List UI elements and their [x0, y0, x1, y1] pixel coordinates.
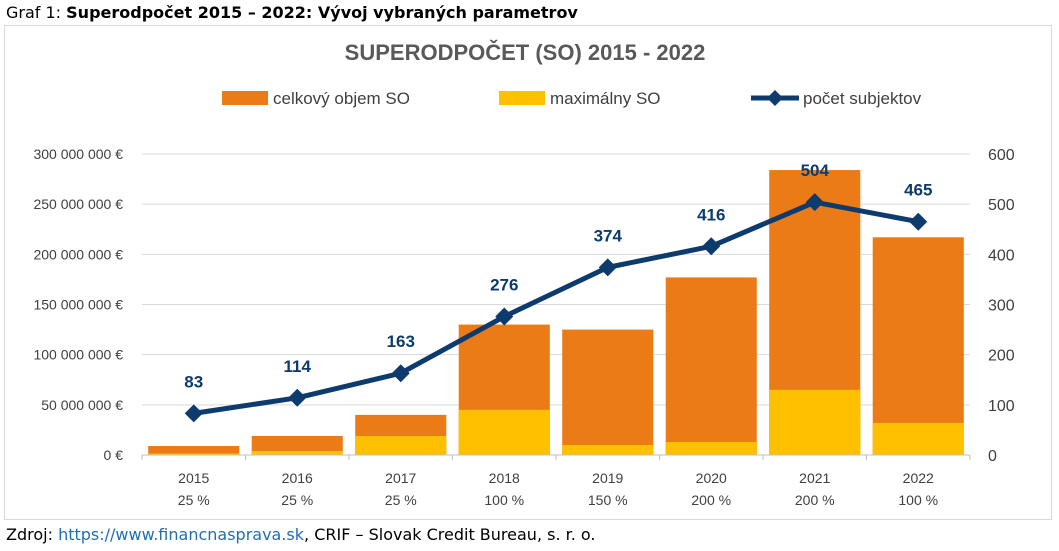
legend: celkový objem SO maximálny SO počet subjek…	[222, 89, 922, 108]
y-left-tick-label: 50 000 000 €	[41, 397, 123, 413]
chart-title: SUPERODPOČET (SO) 2015 - 2022	[345, 40, 706, 65]
line-marker-2019	[598, 258, 617, 277]
y-right-tick-label: 0	[988, 448, 997, 465]
y-right-tick-label: 100	[988, 398, 1015, 415]
x-tick-label: 2015	[178, 470, 209, 486]
line-marker-2015	[184, 404, 203, 423]
y-right-tick-label: 300	[988, 298, 1015, 315]
data-label-2015: 83	[184, 372, 203, 391]
data-label-2022: 465	[904, 181, 932, 200]
x-tick-sublabel: 25 %	[385, 492, 417, 508]
combo-chart: 0 € 50 000 000 € 100 000 000 € 150 000 000 …	[33, 40, 1014, 508]
line-series	[184, 193, 928, 423]
bar-total-2016	[251, 435, 343, 455]
bar-max-2018	[458, 409, 550, 455]
source-suffix: , CRIF – Slovak Credit Bureau, s. r. o.	[304, 525, 596, 544]
y-left-tick-label: 150 000 000 €	[33, 297, 123, 313]
bar-total-2015	[148, 445, 240, 455]
data-label-2019: 374	[594, 226, 623, 245]
legend-swatch-max	[499, 91, 545, 105]
bar-total-2019	[562, 329, 654, 455]
line-marker-2020	[702, 237, 721, 256]
x-tick-sublabel: 25 %	[281, 492, 313, 508]
chart-frame: 0 € 50 000 000 € 100 000 000 € 150 000 000 …	[4, 25, 1052, 520]
legend-label-total: celkový objem SO	[273, 89, 410, 108]
bar-max-2021	[769, 389, 861, 455]
bar-max-2017	[355, 435, 447, 455]
source-prefix: Zdroj:	[6, 525, 59, 544]
legend-swatch-marker	[767, 90, 783, 106]
line-marker-2016	[288, 388, 307, 407]
bar-max-2020	[665, 441, 757, 455]
line-marker-2018	[495, 307, 514, 326]
caption-title: Superodpočet 2015 – 2022: Vývoj vybranýc…	[66, 3, 578, 22]
y-left-tick-label: 300 000 000 €	[33, 146, 123, 162]
legend-label-line: počet subjektov	[803, 89, 922, 108]
x-tick-label: 2017	[385, 470, 416, 486]
legend-swatch-total	[222, 91, 268, 105]
x-tick-label: 2020	[696, 470, 727, 486]
bar-max-2016	[251, 450, 343, 455]
x-tick-sublabel: 200 %	[795, 492, 835, 508]
x-tick-label: 2019	[592, 470, 623, 486]
data-label-2018: 276	[490, 276, 518, 295]
data-label-2020: 416	[697, 205, 725, 224]
data-label-2021: 504	[801, 161, 830, 180]
y-left-tick-label: 200 000 000 €	[33, 246, 123, 262]
source-note: Zdroj: https://www.financnasprava.sk, CR…	[6, 525, 596, 544]
line-pocet-subjektov	[193, 199, 919, 416]
x-tick-label: 2016	[282, 470, 313, 486]
legend-label-max: maximálny SO	[550, 89, 661, 108]
y-right-tick-label: 600	[988, 147, 1015, 164]
y-right-tick-label: 400	[988, 247, 1015, 264]
y-left-tick-label: 100 000 000 €	[33, 347, 123, 363]
line-marker-2021	[805, 193, 824, 212]
data-labels: 83 114 163 276 374 416 504 465	[184, 161, 932, 391]
bar-total-2020	[665, 277, 757, 455]
x-tick-sublabel: 25 %	[178, 492, 210, 508]
data-label-2016: 114	[284, 357, 312, 376]
x-tick-sublabel: 200 %	[691, 492, 731, 508]
source-link[interactable]: https://www.financnasprava.sk	[58, 525, 305, 544]
x-tick-label: 2021	[799, 470, 830, 486]
axes: 0 € 50 000 000 € 100 000 000 € 150 000 000 …	[33, 146, 1014, 508]
y-left-tick-label: 0 €	[104, 447, 124, 463]
y-right-tick-label: 500	[988, 197, 1015, 214]
caption-prefix: Graf 1:	[6, 3, 67, 22]
y-left-tick-label: 250 000 000 €	[33, 196, 123, 212]
bars	[148, 170, 964, 455]
x-tick-sublabel: 100 %	[484, 492, 524, 508]
x-tick-label: 2018	[489, 470, 520, 486]
data-label-2017: 163	[387, 332, 415, 351]
bar-total-2022	[872, 237, 964, 455]
line-marker-2022	[909, 212, 928, 231]
x-tick-sublabel: 150 %	[588, 492, 628, 508]
bar-max-2022	[872, 422, 964, 455]
x-tick-label: 2022	[903, 470, 934, 486]
bar-max-2019	[562, 444, 654, 455]
y-right-tick-label: 200	[988, 348, 1015, 365]
figure-caption: Graf 1: Superodpočet 2015 – 2022: Vývoj …	[6, 3, 578, 22]
bar-max-2015	[148, 453, 240, 455]
line-marker-2017	[391, 364, 410, 383]
x-tick-sublabel: 100 %	[898, 492, 938, 508]
